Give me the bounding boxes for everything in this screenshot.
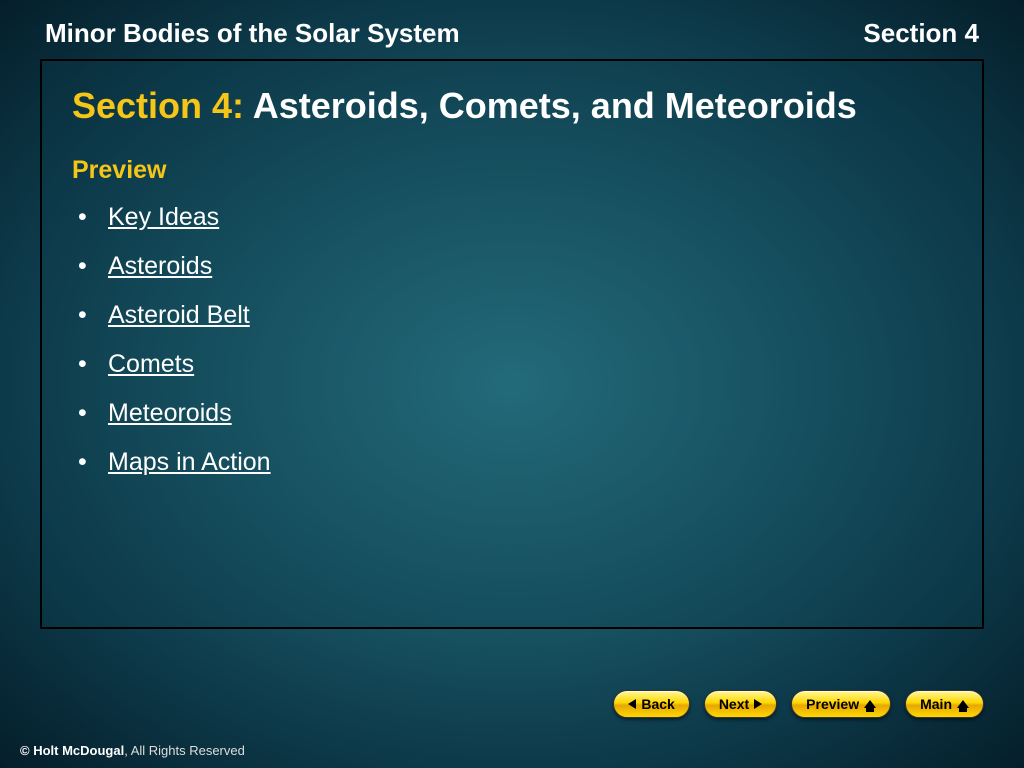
slide-header: Minor Bodies of the Solar System Section… bbox=[0, 0, 1024, 59]
arrow-left-icon bbox=[628, 699, 636, 709]
slide-title: Section 4: Asteroids, Comets, and Meteor… bbox=[72, 83, 952, 128]
bullet-icon: • bbox=[78, 203, 108, 232]
list-item: •Maps in Action bbox=[78, 448, 952, 477]
home-icon bbox=[864, 700, 876, 708]
list-item: •Comets bbox=[78, 350, 952, 379]
preview-button[interactable]: Preview bbox=[791, 690, 891, 718]
link-maps-in-action[interactable]: Maps in Action bbox=[108, 448, 271, 477]
list-item: •Meteoroids bbox=[78, 399, 952, 428]
main-btn-label: Main bbox=[920, 696, 952, 712]
preview-label: Preview bbox=[72, 156, 952, 185]
title-prefix: Section 4: bbox=[72, 85, 244, 126]
copyright-footer: © Holt McDougal, All Rights Reserved bbox=[20, 743, 245, 758]
publisher-name: © Holt McDougal bbox=[20, 743, 124, 758]
bullet-icon: • bbox=[78, 399, 108, 428]
main-button[interactable]: Main bbox=[905, 690, 984, 718]
section-label: Section 4 bbox=[863, 18, 979, 49]
link-meteoroids[interactable]: Meteoroids bbox=[108, 399, 232, 428]
home-icon bbox=[957, 700, 969, 708]
next-button[interactable]: Next bbox=[704, 690, 777, 718]
preview-btn-label: Preview bbox=[806, 696, 859, 712]
list-item: •Asteroid Belt bbox=[78, 301, 952, 330]
link-comets[interactable]: Comets bbox=[108, 350, 194, 379]
next-label: Next bbox=[719, 696, 749, 712]
chapter-title: Minor Bodies of the Solar System bbox=[45, 18, 460, 49]
bullet-icon: • bbox=[78, 350, 108, 379]
arrow-right-icon bbox=[754, 699, 762, 709]
list-item: •Key Ideas bbox=[78, 203, 952, 232]
back-button[interactable]: Back bbox=[613, 690, 689, 718]
bullet-icon: • bbox=[78, 252, 108, 281]
link-asteroid-belt[interactable]: Asteroid Belt bbox=[108, 301, 250, 330]
back-label: Back bbox=[641, 696, 674, 712]
nav-button-bar: Back Next Preview Main bbox=[613, 690, 984, 718]
list-item: •Asteroids bbox=[78, 252, 952, 281]
link-key-ideas[interactable]: Key Ideas bbox=[108, 203, 219, 232]
title-rest: Asteroids, Comets, and Meteoroids bbox=[244, 85, 857, 126]
bullet-icon: • bbox=[78, 448, 108, 477]
bullet-icon: • bbox=[78, 301, 108, 330]
rights-text: , All Rights Reserved bbox=[124, 743, 245, 758]
link-asteroids[interactable]: Asteroids bbox=[108, 252, 212, 281]
preview-link-list: •Key Ideas •Asteroids •Asteroid Belt •Co… bbox=[72, 203, 952, 477]
content-frame: Section 4: Asteroids, Comets, and Meteor… bbox=[40, 59, 984, 629]
